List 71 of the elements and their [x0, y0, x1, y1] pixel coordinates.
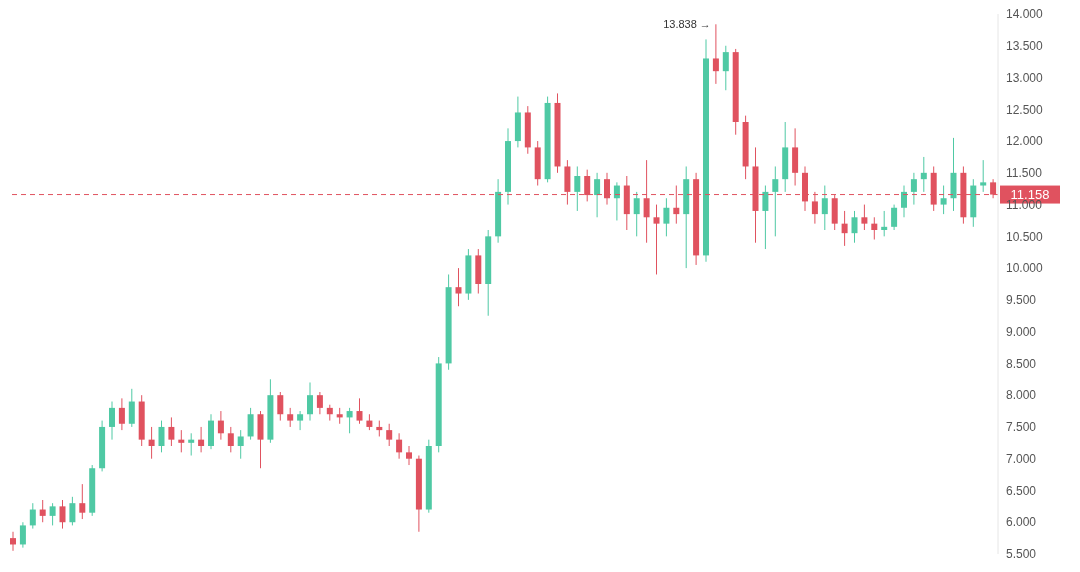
candlestick: [227, 426, 234, 453]
candlestick: [316, 391, 323, 415]
candlestick: [128, 388, 135, 428]
candlestick: [10, 531, 16, 552]
y-tick-label: 14.000: [1006, 7, 1044, 22]
candlestick: [712, 23, 719, 85]
candlestick: [39, 499, 46, 523]
candlestick: [158, 420, 165, 453]
candlestick: [217, 410, 224, 441]
y-tick-label: 5.500: [1006, 547, 1037, 562]
candlestick: [118, 397, 125, 431]
candlestick: [881, 210, 888, 237]
y-tick-label: 10.000: [1006, 261, 1044, 276]
y-tick-label: 6.500: [1006, 483, 1037, 498]
y-tick-label: 12.000: [1006, 134, 1044, 149]
candlestick: [109, 401, 115, 441]
candlestick: [69, 496, 76, 526]
candlestick: [297, 410, 304, 431]
y-tick-label: 9.500: [1006, 293, 1037, 308]
candlestick: [901, 185, 907, 218]
y-tick-label: 6.000: [1006, 515, 1037, 530]
candlestick: [633, 191, 640, 237]
candlestick: [594, 172, 601, 218]
y-tick-label: 8.500: [1006, 356, 1037, 371]
candlestick: [455, 267, 462, 307]
candlestick: [307, 381, 313, 422]
candlestick: [386, 423, 393, 447]
y-tick-label: 13.000: [1006, 70, 1044, 85]
candlestick: [722, 45, 729, 91]
candlestick: [871, 216, 878, 241]
y-tick-label: 7.500: [1006, 420, 1037, 435]
y-tick-label: 7.000: [1006, 451, 1037, 466]
annotation: 13.838 →: [663, 18, 711, 31]
candlestick: [980, 159, 987, 193]
candlestick: [920, 156, 927, 193]
candlestick: [237, 429, 244, 460]
candlestick: [198, 426, 205, 453]
candlestick: [346, 407, 353, 434]
candlestick: [148, 426, 155, 460]
y-tick-label: 8.000: [1006, 388, 1037, 403]
y-tick-label: 11.500: [1006, 166, 1043, 181]
candlestick: [762, 185, 769, 250]
candlestick: [653, 204, 660, 275]
candlestick: [178, 429, 185, 453]
candlestick: [891, 204, 898, 231]
candlestick: [49, 502, 56, 526]
candlestick: [59, 499, 66, 530]
candlestick: [29, 502, 36, 530]
y-tick-label: 12.500: [1006, 102, 1044, 117]
candlestick: [772, 165, 779, 237]
candlestick: [406, 445, 412, 466]
candlestick: [287, 407, 294, 428]
y-tick-label: 10.500: [1006, 229, 1044, 244]
candlestick: [663, 197, 670, 237]
candlestick: [940, 185, 947, 215]
candlestick: [188, 432, 195, 457]
candlestick: [841, 210, 848, 247]
candlestick: [910, 172, 917, 206]
candlestick: [851, 210, 858, 244]
candlestick: [821, 185, 828, 231]
candlestick: [247, 407, 254, 441]
y-tick-label: 13.500: [1006, 39, 1044, 54]
candlestick: [574, 165, 581, 212]
candlestick: [168, 416, 175, 447]
candlestick: [356, 397, 363, 425]
candlestick: [79, 483, 86, 520]
candlestick: [396, 432, 403, 460]
candlestick: [19, 521, 26, 549]
candlestick: [861, 204, 868, 231]
y-tick-label: 9.000: [1006, 324, 1037, 339]
candlestick: [277, 391, 284, 422]
